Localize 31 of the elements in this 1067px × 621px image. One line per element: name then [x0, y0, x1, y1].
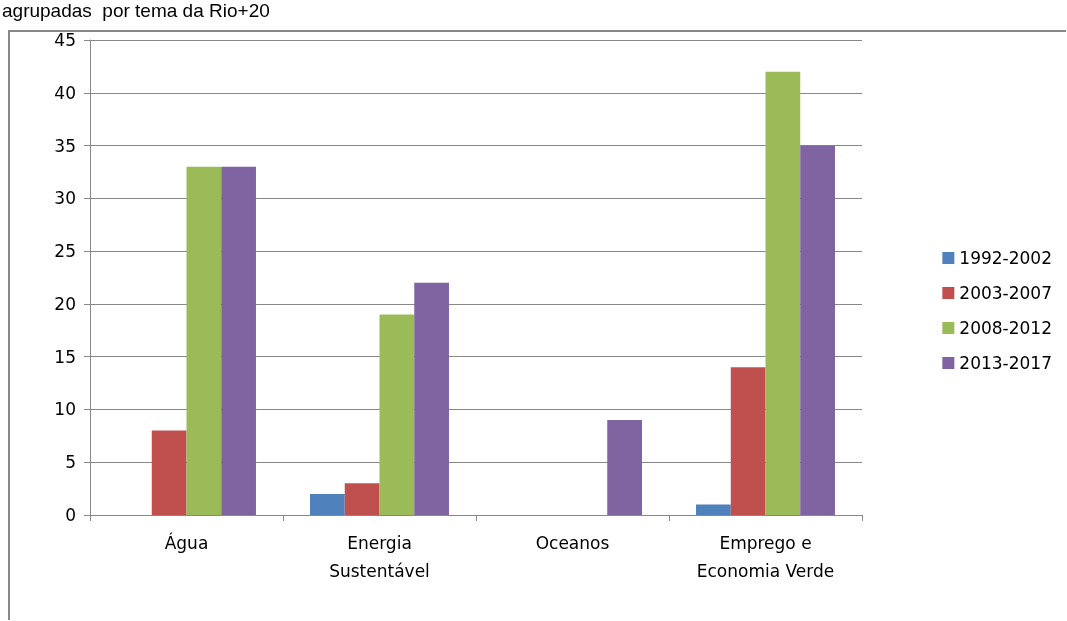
- bar: [730, 367, 766, 515]
- chart-title: agrupadas por tema da Rio+20: [2, 0, 270, 22]
- bar: [344, 483, 380, 515]
- y-tick-label: 35: [54, 135, 76, 156]
- x-tick-label: Água: [164, 532, 209, 553]
- bar: [765, 71, 801, 515]
- y-tick-label: 10: [54, 399, 76, 420]
- x-tick-label: Energia Sustentável: [329, 533, 430, 581]
- y-tick-label: 20: [54, 293, 76, 314]
- legend-label: 1992-2002: [959, 248, 1053, 268]
- y-tick-label: 0: [65, 505, 76, 525]
- bar: [186, 166, 222, 515]
- bar: [221, 166, 256, 515]
- y-tick-label: 25: [54, 241, 76, 262]
- bar: [379, 314, 415, 515]
- y-tick-label: 30: [54, 188, 76, 209]
- x-tick-label: Emprego e Economia Verde: [696, 533, 835, 581]
- bar: [800, 145, 835, 515]
- bar: [696, 504, 731, 515]
- legend-label: 2013-2017: [959, 353, 1053, 373]
- bar: [607, 420, 642, 515]
- y-tick-label: 40: [54, 82, 76, 103]
- legend-label: 2008-2012: [959, 318, 1053, 338]
- bar: [151, 430, 187, 515]
- y-tick-label: 15: [54, 346, 76, 367]
- legend-label: 2003-2007: [959, 283, 1053, 303]
- bar: [310, 493, 345, 515]
- x-tick-label: Oceanos: [535, 533, 610, 553]
- bar: [414, 282, 449, 515]
- y-tick-label: 5: [65, 452, 76, 473]
- y-tick-label: 45: [54, 30, 76, 50]
